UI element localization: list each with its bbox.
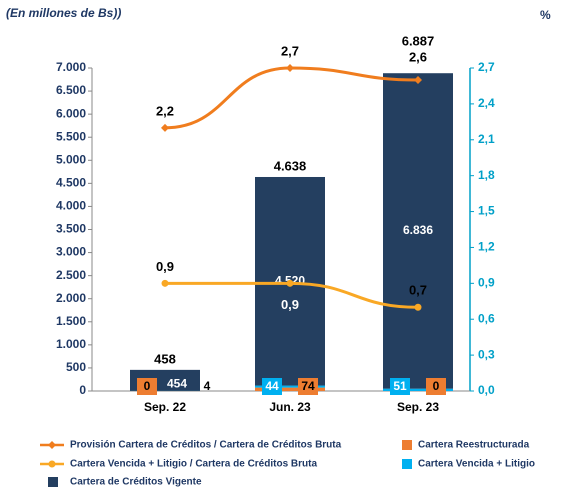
- y-tick-label: 2.000: [56, 291, 86, 305]
- y2-tick-label: 0,9: [478, 276, 495, 290]
- line-label: 0,7: [409, 283, 427, 298]
- legend-swatch: [402, 459, 412, 469]
- total-label: 4.638: [274, 158, 307, 173]
- y-tick-label: 1.500: [56, 314, 86, 328]
- y-tick-label: 0: [79, 383, 86, 397]
- legend-label: Cartera Reestructurada: [418, 440, 530, 451]
- bar-label: 4: [204, 379, 211, 393]
- y2-tick-label: 1,8: [478, 168, 495, 182]
- y-tick-label: 6.000: [56, 106, 86, 120]
- y2-tick-label: 0,0: [478, 383, 495, 397]
- y-tick-label: 5.500: [56, 129, 86, 143]
- line-marker: [161, 124, 169, 132]
- x-tick-label: Sep. 22: [144, 400, 186, 414]
- y2-axis-label: %: [540, 8, 551, 22]
- line-marker: [415, 304, 422, 311]
- bar-label: 74: [301, 379, 315, 393]
- line-label: 0,9: [156, 259, 174, 274]
- line: [165, 68, 418, 128]
- legend-marker: [49, 461, 56, 468]
- bar-label: 51: [393, 379, 407, 393]
- legend-label: Cartera Vencida + Litigio: [418, 459, 535, 470]
- y-tick-label: 3.500: [56, 222, 86, 236]
- total-label: 6.887: [402, 34, 435, 49]
- y-tick-label: 7.000: [56, 60, 86, 74]
- y2-tick-label: 0,6: [478, 311, 495, 325]
- x-tick-label: Sep. 23: [397, 400, 439, 414]
- legend-label: Provisión Cartera de Créditos / Cartera …: [70, 440, 342, 451]
- chart-title: (En millones de Bs)): [6, 6, 121, 20]
- line-marker: [162, 280, 169, 287]
- legend-swatch: [48, 477, 58, 487]
- y2-tick-label: 1,2: [478, 240, 495, 254]
- legend-marker: [48, 441, 56, 449]
- line-marker: [287, 280, 294, 287]
- y2-tick-label: 1,5: [478, 204, 495, 218]
- total-label: 458: [154, 351, 176, 366]
- y-tick-label: 6.500: [56, 83, 86, 97]
- legend-swatch: [402, 440, 412, 450]
- y-tick-label: 4.000: [56, 199, 86, 213]
- legend-label: Cartera de Créditos Vigente: [70, 477, 202, 488]
- y2-tick-label: 2,4: [478, 96, 495, 110]
- bar-label: 0: [144, 379, 151, 393]
- y-tick-label: 2.500: [56, 268, 86, 282]
- legend-label: Cartera Vencida + Litigio / Cartera de C…: [70, 459, 317, 470]
- y2-tick-label: 2,7: [478, 60, 495, 74]
- line-label: 0,9: [281, 297, 299, 312]
- bar-label: 6.836: [403, 223, 433, 237]
- line-marker: [286, 64, 294, 72]
- y-tick-label: 1.000: [56, 337, 86, 351]
- y-tick-label: 5.000: [56, 152, 86, 166]
- bar-label: 454: [167, 377, 187, 391]
- y2-tick-label: 2,1: [478, 132, 495, 146]
- y-tick-label: 4.500: [56, 176, 86, 190]
- line-label: 2,2: [156, 103, 174, 118]
- bar-label: 44: [265, 379, 279, 393]
- x-tick-label: Jun. 23: [269, 400, 311, 414]
- line-label: 2,6: [409, 49, 427, 64]
- y2-tick-label: 0,3: [478, 347, 495, 361]
- y-tick-label: 3.000: [56, 245, 86, 259]
- bar-label: 0: [433, 379, 440, 393]
- y-tick-label: 500: [66, 360, 86, 374]
- line-label: 2,7: [281, 43, 299, 58]
